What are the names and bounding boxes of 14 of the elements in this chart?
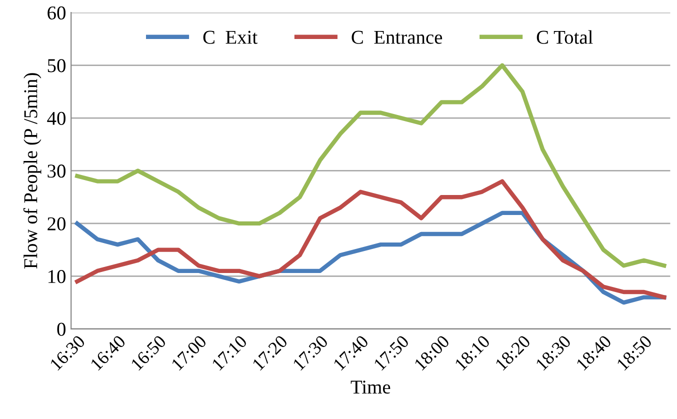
y-tick-label: 20 [48, 217, 66, 230]
legend-label: C Total [536, 30, 593, 44]
y-tick-label: 0 [57, 322, 66, 336]
x-axis-title: Time [350, 380, 390, 394]
y-tick-label: 30 [48, 164, 66, 178]
line-series [75, 179, 666, 300]
legend-label: C Entrance [352, 30, 442, 44]
y-tick-label: 10 [48, 270, 66, 284]
y-tick-label: 40 [47, 112, 66, 125]
y-tick-label: 60 [48, 6, 66, 20]
y-axis-title: Flow of People (P /5min) [23, 73, 42, 269]
y-tick-label: 50 [48, 59, 66, 72]
legend-label: C Exit [203, 30, 258, 44]
line-series [75, 63, 666, 268]
